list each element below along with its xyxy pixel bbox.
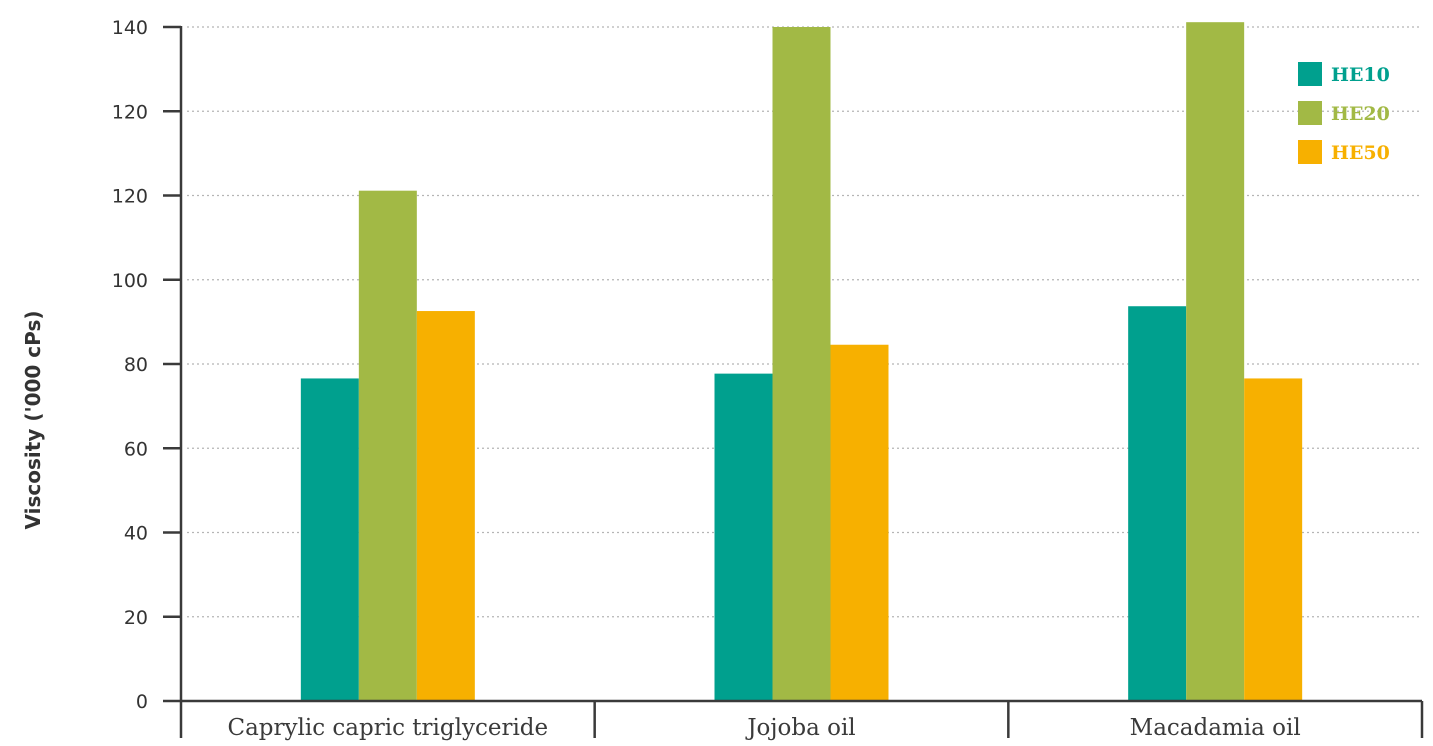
- legend-label: HE20: [1331, 103, 1390, 125]
- bar-he20: [1186, 22, 1245, 701]
- bar-he50: [1244, 378, 1303, 701]
- legend-label: HE10: [1331, 64, 1390, 86]
- bar-he20: [772, 27, 831, 701]
- y-tick-label: 140: [112, 17, 148, 39]
- bar-he20: [358, 190, 417, 701]
- legend-swatch: [1298, 140, 1322, 164]
- x-tick-label: Caprylic capric triglyceride: [228, 715, 549, 741]
- y-tick-label: 120: [112, 186, 148, 208]
- y-tick-label: 100: [112, 270, 148, 292]
- bar-he10: [300, 378, 359, 701]
- legend: HE10 HE20 HE50: [1298, 62, 1390, 164]
- y-tick-label: 20: [124, 607, 148, 629]
- legend-swatch: [1298, 62, 1322, 86]
- y-tick-label: 60: [124, 438, 148, 460]
- y-axis-label: Viscosity ('000 cPs): [21, 311, 45, 530]
- y-tick-label: 120: [112, 101, 148, 123]
- bar-he50: [416, 311, 475, 701]
- bar-he10: [1128, 306, 1187, 701]
- axes: [163, 25, 1424, 738]
- y-tick-label: 80: [124, 354, 148, 376]
- legend-label: HE50: [1331, 142, 1390, 164]
- x-tick-label: Macadamia oil: [1130, 715, 1301, 741]
- y-tick-label: 40: [124, 523, 148, 545]
- bars: [300, 22, 1303, 701]
- axis-labels: 0 20 40 60 80 100 120 120 140 Caprylic capric tri…: [112, 17, 1301, 741]
- legend-swatch: [1298, 101, 1322, 125]
- y-tick-label: 0: [136, 691, 148, 713]
- x-tick-label: Jojoba oil: [745, 715, 855, 741]
- bar-he10: [714, 373, 773, 701]
- bar-he50: [830, 344, 889, 701]
